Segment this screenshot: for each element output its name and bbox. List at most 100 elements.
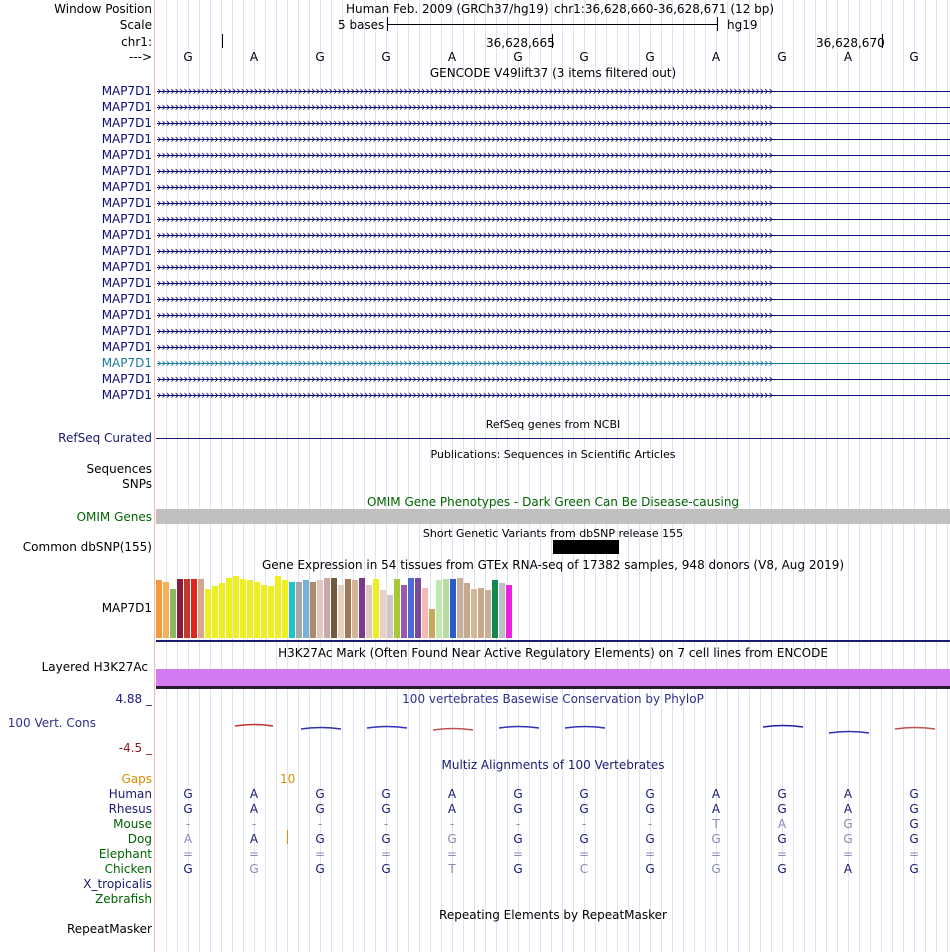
gencode-transcript-line[interactable] (157, 203, 950, 204)
gencode-transcript-label[interactable]: MAP7D1 (101, 228, 152, 242)
gtex-tissue-bar[interactable] (212, 586, 218, 638)
gtex-tissue-bar[interactable] (387, 595, 393, 638)
multiz-species-label[interactable]: Mouse (113, 817, 152, 831)
multiz-species-label[interactable]: Rhesus (108, 802, 152, 816)
gtex-tissue-bar[interactable] (261, 585, 267, 638)
gencode-transcript-line[interactable] (157, 379, 950, 380)
gtex-tissue-bar[interactable] (177, 579, 183, 638)
gtex-tissue-bar[interactable] (380, 590, 386, 638)
gtex-tissue-bar[interactable] (443, 579, 449, 638)
gtex-tissue-bar[interactable] (254, 582, 260, 638)
dbsnp-variant-block[interactable] (553, 540, 619, 554)
gencode-transcript-line[interactable] (157, 155, 950, 156)
gencode-transcript-label[interactable]: MAP7D1 (101, 292, 152, 306)
gencode-transcript-label[interactable]: MAP7D1 (101, 260, 152, 274)
gencode-transcript-line[interactable] (157, 91, 950, 92)
gtex-tissue-bar[interactable] (485, 590, 491, 638)
gtex-tissue-bar[interactable] (464, 583, 470, 638)
gtex-tissue-bar[interactable] (429, 609, 435, 638)
gtex-tissue-bar[interactable] (324, 578, 330, 638)
refseq-track-label[interactable]: RefSeq Curated (58, 431, 152, 445)
gencode-transcript-line[interactable] (157, 235, 950, 236)
gencode-transcript-line[interactable] (157, 347, 950, 348)
gtex-tissue-bar[interactable] (415, 578, 421, 638)
gencode-transcript-line[interactable] (157, 299, 950, 300)
gtex-tissue-bar[interactable] (310, 582, 316, 638)
gtex-tissue-bar[interactable] (289, 582, 295, 638)
gencode-transcript-label[interactable]: MAP7D1 (101, 196, 152, 210)
gencode-transcript-label[interactable]: MAP7D1 (101, 340, 152, 354)
dbsnp-track-label[interactable]: Common dbSNP(155) (22, 540, 152, 554)
h3k27ac-signal-bar[interactable] (156, 669, 950, 686)
gtex-tissue-bar[interactable] (303, 580, 309, 638)
gtex-tissue-bar[interactable] (366, 585, 372, 638)
gencode-transcript-label[interactable]: MAP7D1 (101, 116, 152, 130)
gtex-tissue-bar[interactable] (338, 585, 344, 638)
gtex-tissue-bar[interactable] (170, 589, 176, 638)
gtex-tissue-bar[interactable] (492, 580, 498, 638)
gencode-transcript-line[interactable] (157, 187, 950, 188)
multiz-species-label[interactable]: Dog (127, 832, 152, 846)
gtex-tissue-bar[interactable] (436, 580, 442, 638)
gtex-tissue-bar[interactable] (422, 588, 428, 638)
gtex-tissue-bar[interactable] (282, 580, 288, 638)
gencode-transcript-line[interactable] (157, 283, 950, 284)
gtex-tissue-bar[interactable] (352, 580, 358, 638)
gtex-track-label[interactable]: MAP7D1 (101, 601, 152, 615)
gtex-tissue-bar[interactable] (499, 583, 505, 638)
repeatmasker-track-label[interactable]: RepeatMasker (66, 922, 152, 936)
multiz-species-label[interactable]: Zebrafish (95, 892, 152, 906)
gtex-tissue-bar[interactable] (268, 586, 274, 638)
gtex-tissue-bar[interactable] (359, 578, 365, 638)
gencode-transcript-label[interactable]: MAP7D1 (101, 356, 152, 370)
omim-feature-bar[interactable] (156, 509, 950, 524)
snps-track-label[interactable]: SNPs (122, 477, 152, 491)
multiz-track-title[interactable]: Multiz Alignments of 100 Vertebrates (441, 758, 665, 772)
gencode-transcript-label[interactable]: MAP7D1 (101, 388, 152, 402)
gtex-tissue-bar[interactable] (345, 579, 351, 638)
gtex-tissue-bar[interactable] (478, 588, 484, 638)
gencode-transcript-label[interactable]: MAP7D1 (101, 212, 152, 226)
gencode-transcript-label[interactable]: MAP7D1 (101, 148, 152, 162)
gencode-transcript-line[interactable] (157, 315, 950, 316)
publications-track-label[interactable]: Sequences (86, 462, 152, 476)
gtex-tissue-bar[interactable] (240, 579, 246, 638)
gencode-transcript-line[interactable] (157, 219, 950, 220)
repeatmasker-track-title[interactable]: Repeating Elements by RepeatMasker (439, 908, 667, 922)
gtex-tissue-bar[interactable] (247, 580, 253, 638)
multiz-species-label[interactable]: Chicken (104, 862, 152, 876)
dbsnp-track-title[interactable]: Short Genetic Variants from dbSNP releas… (422, 527, 684, 540)
gtex-tissue-bar[interactable] (191, 579, 197, 638)
multiz-species-label[interactable]: X_tropicalis (83, 877, 152, 891)
gencode-transcript-label[interactable]: MAP7D1 (101, 180, 152, 194)
gencode-transcript-line[interactable] (157, 267, 950, 268)
gencode-transcript-line[interactable] (157, 331, 950, 332)
gencode-transcript-line[interactable] (157, 171, 950, 172)
gencode-transcript-label[interactable]: MAP7D1 (101, 100, 152, 114)
gtex-tissue-bar[interactable] (184, 579, 190, 638)
conservation-track-label[interactable]: 100 Vert. Cons (7, 716, 96, 730)
gencode-transcript-label[interactable]: MAP7D1 (101, 308, 152, 322)
gencode-transcript-label[interactable]: MAP7D1 (101, 132, 152, 146)
gtex-tissue-bar[interactable] (450, 579, 456, 638)
multiz-species-label[interactable]: Elephant (98, 847, 152, 861)
gtex-tissue-bar[interactable] (506, 585, 512, 638)
gencode-transcript-label[interactable]: MAP7D1 (101, 372, 152, 386)
conservation-signal[interactable] (155, 700, 950, 760)
gtex-tissue-bar[interactable] (275, 576, 281, 638)
gtex-tissue-bar[interactable] (457, 578, 463, 638)
gtex-tissue-bar[interactable] (331, 578, 337, 638)
gencode-transcript-label[interactable]: MAP7D1 (101, 84, 152, 98)
gtex-tissue-bar[interactable] (317, 580, 323, 638)
gtex-tissue-bar[interactable] (156, 580, 162, 638)
gtex-tissue-bar[interactable] (198, 579, 204, 638)
gtex-tissue-bar[interactable] (219, 583, 225, 638)
gencode-transcript-label[interactable]: MAP7D1 (101, 244, 152, 258)
gtex-tissue-bar[interactable] (296, 582, 302, 638)
gencode-transcript-line[interactable] (157, 139, 950, 140)
gtex-tissue-bar[interactable] (401, 585, 407, 638)
gtex-tissue-bar[interactable] (394, 579, 400, 638)
gencode-transcript-line[interactable] (157, 395, 950, 396)
gtex-track-title[interactable]: Gene Expression in 54 tissues from GTEx … (261, 558, 845, 572)
gencode-transcript-line[interactable] (157, 363, 950, 364)
